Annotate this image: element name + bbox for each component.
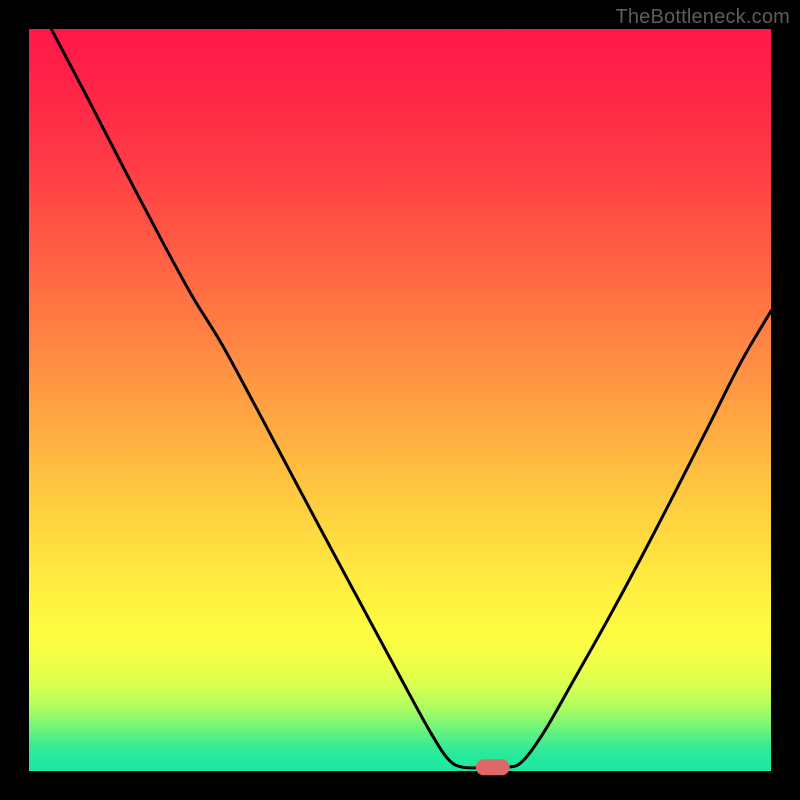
chart-svg [0,0,800,800]
stage: TheBottleneck.com [0,0,800,800]
minimum-marker [476,759,510,775]
plot-area [29,29,771,771]
